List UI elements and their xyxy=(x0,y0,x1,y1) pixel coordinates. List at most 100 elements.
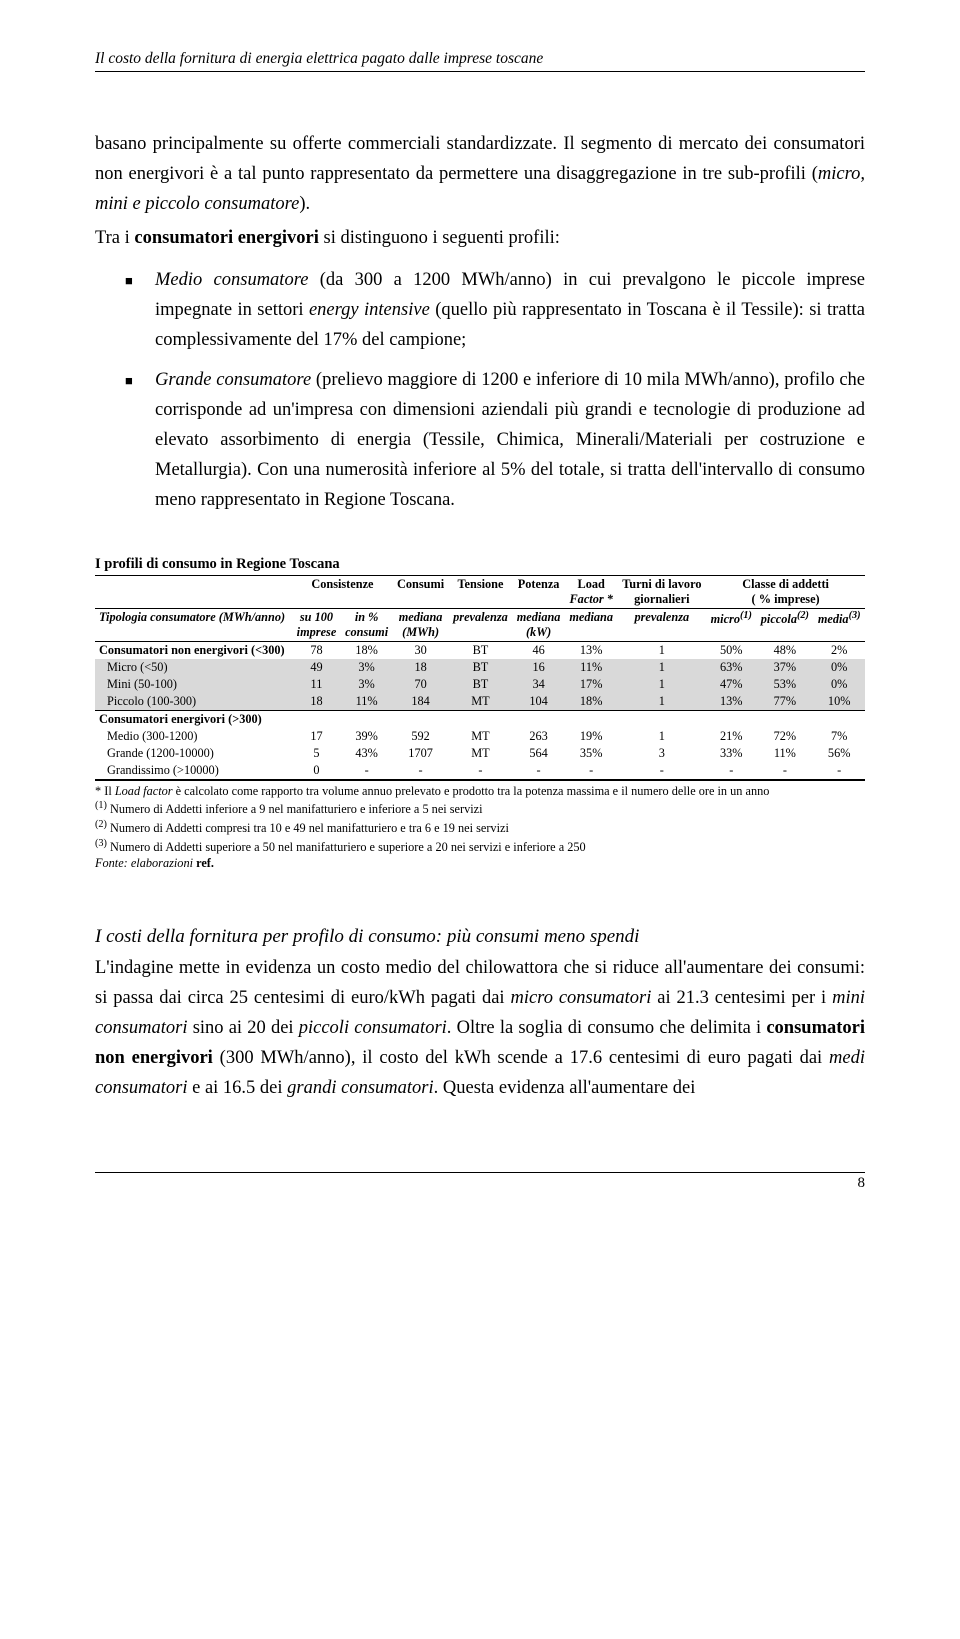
cell: 43% xyxy=(341,745,393,762)
table-row: Grande (1200-10000)543%1707MT56435%333%1… xyxy=(95,745,865,762)
text: . Questa evidenza all'aumentare dei xyxy=(434,1078,696,1098)
text: (MWh) xyxy=(402,625,439,639)
text: micro xyxy=(711,612,740,626)
cell: 53% xyxy=(756,676,813,693)
text: Numero di Addetti compresi tra 10 e 49 n… xyxy=(107,821,509,835)
cell: 0% xyxy=(813,676,865,693)
text: consumi xyxy=(345,625,388,639)
bullet-list: ■ Medio consumatore (da 300 a 1200 MWh/a… xyxy=(95,266,865,516)
text: (kW) xyxy=(526,625,551,639)
cell: 1 xyxy=(617,659,706,676)
table-row: Grandissimo (>10000)0--------- xyxy=(95,762,865,780)
col: su 100imprese xyxy=(292,608,340,641)
cell: MT xyxy=(449,728,513,745)
cell-label: Piccolo (100-300) xyxy=(95,693,292,711)
cell: - xyxy=(756,762,813,780)
table-header-row-2: Tipologia consumatore (MWh/anno) su 100i… xyxy=(95,608,865,641)
col: piccola(2) xyxy=(756,608,813,641)
footnote-1: (1) Numero di Addetti inferiore a 9 nel … xyxy=(95,799,865,818)
cell: 37% xyxy=(756,659,813,676)
cell: 2% xyxy=(813,641,865,659)
cell: 0% xyxy=(813,659,865,676)
text-italic: Medio consumatore xyxy=(155,270,308,290)
cell: 77% xyxy=(756,693,813,711)
cell: 17% xyxy=(565,676,618,693)
text-bold: ref. xyxy=(196,856,214,870)
section-2-body: L'indagine mette in evidenza un costo me… xyxy=(95,954,865,1104)
text: . Oltre la soglia di consumo che delimit… xyxy=(447,1018,767,1038)
text-italic: energy intensive xyxy=(309,300,430,320)
cell: 16 xyxy=(512,659,565,676)
cell: 11% xyxy=(756,745,813,762)
list-item: ■ Medio consumatore (da 300 a 1200 MWh/a… xyxy=(95,266,865,356)
sup: (2) xyxy=(797,610,809,621)
cell: 0 xyxy=(292,762,340,780)
sup: (1) xyxy=(740,610,752,621)
table-row: Medio (300-1200)1739%592MT26319%121%72%7… xyxy=(95,728,865,745)
text: piccola xyxy=(761,612,797,626)
text: imprese xyxy=(297,625,337,639)
text: (prelievo maggiore di 1200 e inferiore d… xyxy=(155,370,865,510)
cell-label: Grandissimo (>10000) xyxy=(95,762,292,780)
cell-label: Medio (300-1200) xyxy=(95,728,292,745)
table-title: I profili di consumo in Regione Toscana xyxy=(95,556,865,573)
section-2-heading: I costi della fornitura per profilo di c… xyxy=(95,926,865,948)
cell: 21% xyxy=(706,728,756,745)
text: Turni di lavoro xyxy=(622,577,701,591)
text: Factor * xyxy=(569,592,612,606)
col: prevalenza xyxy=(449,608,513,641)
cell: 70 xyxy=(393,676,449,693)
text: ( % imprese) xyxy=(752,592,820,606)
text: ai 21.3 centesimi per i xyxy=(651,988,832,1008)
cell: - xyxy=(341,762,393,780)
text: in % xyxy=(355,610,379,624)
cell: 1707 xyxy=(393,745,449,762)
cell: 1 xyxy=(617,641,706,659)
cell: 33% xyxy=(706,745,756,762)
cell: 18% xyxy=(565,693,618,711)
cell: 13% xyxy=(706,693,756,711)
cell-label: Consumatori non energivori (<300) xyxy=(95,641,292,659)
page-header: Il costo della fornitura di energia elet… xyxy=(95,50,865,72)
col-tipologia: Tipologia consumatore (MWh/anno) xyxy=(95,608,292,641)
col: mediana(MWh) xyxy=(393,608,449,641)
paragraph-1: basano principalmente su offerte commerc… xyxy=(95,130,865,220)
cell: 3 xyxy=(617,745,706,762)
cell: 18 xyxy=(292,693,340,711)
cell: - xyxy=(813,762,865,780)
footnote-fonte: Fonte: elaborazioni ref. xyxy=(95,855,865,872)
sup: (1) xyxy=(95,800,107,811)
table-row-energivori-header: Consumatori energivori (>300) xyxy=(95,710,865,728)
cell: 13% xyxy=(565,641,618,659)
cell: BT xyxy=(449,659,513,676)
cell: 30 xyxy=(393,641,449,659)
footnote-star: * Il Load factor è calcolato come rappor… xyxy=(95,780,865,800)
text-italic: Grande consumatore xyxy=(155,370,311,390)
cell: MT xyxy=(449,745,513,762)
text-italic: micro consumatori xyxy=(510,988,651,1008)
footnote-3: (3) Numero di Addetti superiore a 50 nel… xyxy=(95,837,865,856)
cell: - xyxy=(617,762,706,780)
cell: 72% xyxy=(756,728,813,745)
cell-label: Micro (<50) xyxy=(95,659,292,676)
text: * Il xyxy=(95,784,115,798)
col-tensione: Tensione xyxy=(449,575,513,608)
cell: 18 xyxy=(393,659,449,676)
col-consistenze: Consistenze xyxy=(292,575,392,608)
cell: - xyxy=(706,762,756,780)
text-bold: consumatori energivori xyxy=(134,228,318,248)
page-number: 8 xyxy=(95,1173,865,1192)
cell: 78 xyxy=(292,641,340,659)
text: è calcolato come rapporto tra volume ann… xyxy=(173,784,770,798)
table-row: Piccolo (100-300)1811%184MT10418%113%77%… xyxy=(95,693,865,711)
text: ). xyxy=(299,194,310,214)
sup: (2) xyxy=(95,819,107,830)
cell: 11% xyxy=(341,693,393,711)
cell: 10% xyxy=(813,693,865,711)
footnote-2: (2) Numero di Addetti compresi tra 10 e … xyxy=(95,818,865,837)
col-consumi: Consumi xyxy=(393,575,449,608)
table-row: Consumatori non energivori (<300)7818%30… xyxy=(95,641,865,659)
cell: 104 xyxy=(512,693,565,711)
cell: 17 xyxy=(292,728,340,745)
text: su 100 xyxy=(300,610,333,624)
